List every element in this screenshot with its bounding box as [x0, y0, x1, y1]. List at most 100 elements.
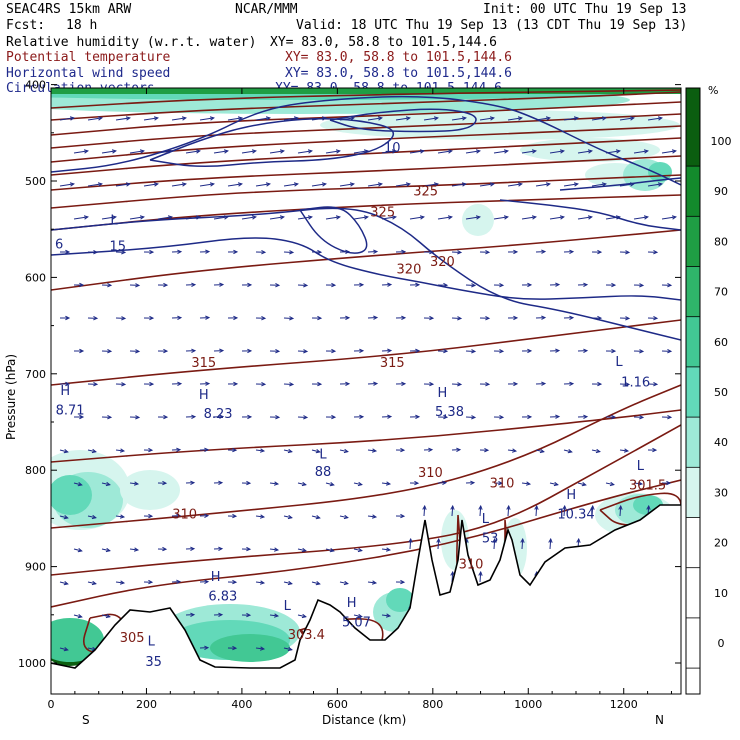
- colorbar-frame: [685, 87, 701, 695]
- circulation-vector-head: [191, 414, 197, 419]
- circulation-vector-head: [587, 149, 593, 154]
- circulation-vector: [143, 183, 158, 187]
- circulation-vector: [213, 150, 228, 154]
- circulation-vector-head: [583, 348, 589, 353]
- colorbar-unit: %: [708, 84, 718, 97]
- circulation-vector-head: [545, 182, 551, 187]
- field-rh-name: Relative humidity (w.r.t. water): [6, 35, 256, 50]
- circulation-vector-head: [443, 414, 449, 420]
- contour-labels: 3703653603553503453403453403353353303303…: [55, 0, 666, 670]
- rh-shade-region: [320, 110, 680, 140]
- circulation-vector: [479, 571, 482, 583]
- circulation-vector-head: [527, 282, 533, 288]
- circulation-vector-head: [539, 448, 545, 454]
- theta-contour-line: [51, 384, 681, 529]
- wind-contour-line: [51, 207, 681, 341]
- circulation-vector-head: [357, 613, 363, 619]
- theta-contour-label: 325: [370, 206, 395, 221]
- circulation-vector-head: [246, 546, 252, 552]
- circulation-vector-head: [343, 448, 349, 454]
- circulation-vector-head: [251, 215, 257, 220]
- circulation-vector-head: [135, 349, 141, 354]
- circulation-vector-head: [121, 316, 127, 321]
- circulation-vector-head: [569, 249, 575, 254]
- colorbar-swatch: [686, 417, 700, 468]
- circulation-vector-head: [576, 537, 581, 543]
- circulation-vector-head: [191, 348, 197, 353]
- circulation-vector-head: [232, 513, 238, 519]
- x-tick-label: 800: [422, 698, 443, 711]
- circulation-vector-head: [470, 480, 476, 486]
- circulation-vector: [325, 150, 340, 154]
- circulation-vector-head: [373, 249, 379, 254]
- org-label: NCAR/MMM: [235, 2, 298, 17]
- circulation-vector-head: [247, 348, 253, 354]
- circulation-vector-head: [527, 414, 533, 420]
- circulation-vector-head: [279, 149, 285, 154]
- circulation-vector: [437, 150, 452, 154]
- circulation-vector-head: [667, 349, 673, 354]
- circulation-vector-head: [511, 448, 518, 453]
- low-marker: L: [284, 599, 292, 614]
- circulation-vector-head: [259, 448, 266, 453]
- circulation-vector: [297, 548, 306, 552]
- circulation-vector: [353, 482, 362, 486]
- circulation-vector-head: [513, 315, 519, 321]
- circulation-vector-head: [559, 149, 565, 154]
- circulation-vector-head: [357, 481, 363, 487]
- circulation-vector-head: [153, 182, 159, 187]
- circulation-vector-head: [261, 315, 267, 321]
- circulation-vector-head: [581, 482, 587, 487]
- circulation-vector: [395, 117, 410, 121]
- circulation-vector-head: [133, 481, 140, 486]
- circulation-vector-head: [357, 547, 363, 553]
- circulation-vector-head: [251, 149, 257, 154]
- colorbar-swatch: [686, 216, 700, 267]
- circulation-vector-head: [287, 646, 293, 652]
- circulation-vector-head: [436, 537, 441, 543]
- circulation-vector-head: [105, 613, 111, 619]
- circulation-vector: [59, 647, 68, 651]
- circulation-vector-head: [597, 315, 603, 321]
- colorbar-swatch-empty: [686, 517, 700, 694]
- circulation-vector: [269, 482, 278, 485]
- circulation-vector: [269, 216, 284, 220]
- circulation-vector-head: [301, 481, 307, 487]
- circulation-vector-head: [218, 480, 224, 486]
- circulation-vector-head: [377, 116, 383, 121]
- circulation-vector-head: [293, 182, 299, 187]
- circulation-vector: [381, 614, 391, 617]
- circulation-vector: [255, 183, 270, 187]
- low-marker: L: [482, 512, 490, 527]
- circulation-vector-head: [400, 447, 406, 453]
- circulation-vector-head: [331, 282, 337, 288]
- circulation-vector-head: [93, 250, 99, 255]
- circulation-vector-head: [415, 414, 421, 420]
- circulation-vector-head: [107, 349, 113, 354]
- circulation-vector-head: [233, 315, 239, 321]
- colorbar-tick-label: 10: [714, 587, 728, 600]
- circulation-vector-head: [237, 182, 243, 187]
- circulation-vector-head: [419, 149, 425, 154]
- circulation-vector: [311, 581, 320, 585]
- wind-contour-line: [51, 95, 681, 186]
- wind-contour-label: 5.07: [342, 615, 371, 630]
- circulation-vector: [451, 183, 466, 187]
- circulation-vector: [87, 449, 96, 453]
- circulation-vector-head: [569, 315, 575, 320]
- circulation-vector-head: [335, 215, 341, 220]
- circulation-vector-head: [485, 381, 491, 387]
- circulation-vector-head: [373, 381, 379, 386]
- circulation-vector: [479, 183, 494, 187]
- circulation-vector-head: [233, 249, 239, 255]
- circulation-vector: [339, 449, 348, 453]
- circulation-vector: [353, 216, 368, 220]
- wind-contour-label: 15: [343, 0, 360, 10]
- circulation-vector-head: [457, 250, 463, 255]
- circulation-vector-head: [387, 348, 393, 353]
- circulation-vector-head: [401, 381, 407, 387]
- circulation-vector-head: [371, 514, 378, 519]
- circulation-vector: [605, 150, 620, 154]
- circulation-vector: [73, 548, 82, 552]
- circulation-vector: [367, 449, 377, 452]
